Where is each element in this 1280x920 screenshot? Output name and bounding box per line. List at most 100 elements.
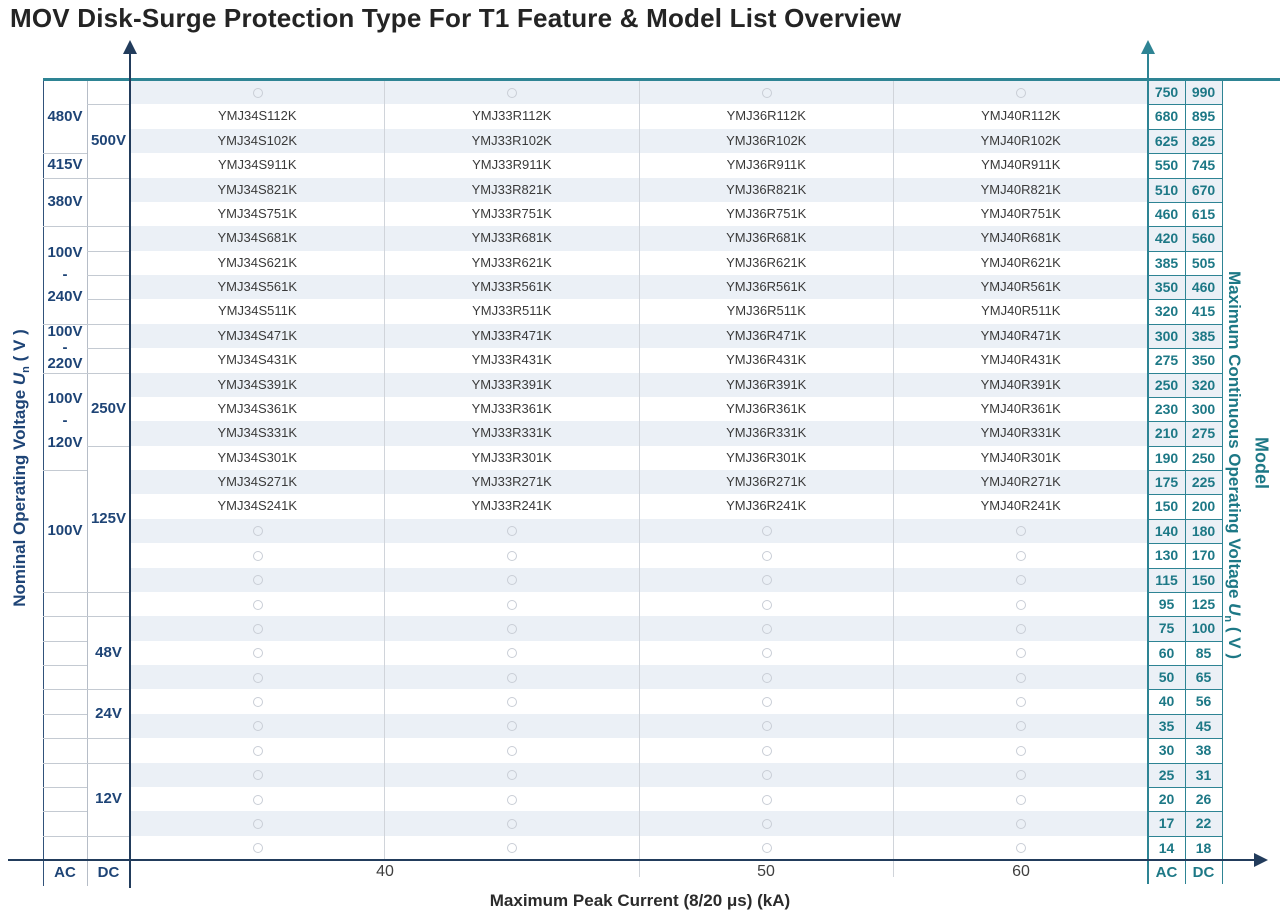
nominal-ac-cell-text: 100V [47, 323, 83, 341]
model-cell: YMJ40R911K [981, 157, 1061, 173]
empty-circle-icon [1016, 770, 1027, 781]
nominal-ac-cell: 100V -220V [43, 324, 87, 373]
model-cell: YMJ33R271K [471, 474, 552, 489]
mcov-dc-cell: 150 [1191, 571, 1216, 588]
nominal-ac-cell-text: 240V [47, 288, 83, 305]
mcov-ac-cell: 14 [1158, 839, 1175, 856]
mcov-dc-cell: 170 [1191, 547, 1216, 564]
nominal-cell-divider [87, 250, 130, 252]
nominal-cell-divider [43, 616, 87, 618]
model-cell: YMJ33R361K [471, 400, 552, 416]
nominal-cell-divider [87, 323, 130, 325]
model-cell: YMJ34S112K [217, 108, 297, 124]
mcov-acdc-divider [1185, 80, 1186, 884]
empty-circle-icon [761, 599, 772, 610]
empty-circle-icon [1016, 672, 1027, 683]
nominal-dc-cell: 125V [87, 446, 130, 592]
mcov-ac-cell: 130 [1154, 547, 1179, 564]
mcov-ac-cell: 75 [1158, 620, 1175, 637]
model-cell: YMJ36R241K [726, 498, 807, 514]
model-cell: YMJ40R102K [980, 132, 1061, 148]
model-cell: YMJ40R361K [980, 400, 1061, 416]
model-cell: YMJ34S431K [217, 352, 298, 368]
mcov-ac-cell: 140 [1154, 522, 1179, 539]
empty-circle-icon [507, 550, 518, 561]
model-cell: YMJ36R471K [726, 327, 807, 343]
nominal-cell-divider [43, 762, 87, 764]
left-axis-title-prefix: Nominal Operating Voltage [9, 385, 29, 607]
model-cell: YMJ34S511K [217, 303, 297, 319]
empty-circle-icon [507, 672, 518, 683]
model-cell: YMJ36R331K [726, 425, 807, 441]
empty-circle-icon [761, 648, 772, 659]
row-shade-band [130, 421, 1222, 446]
bottom-right-ac-label: AC [1155, 864, 1178, 881]
empty-circle-icon [1016, 550, 1027, 561]
nominal-dc-cell: 48V [87, 616, 130, 689]
row-shade-band [130, 226, 1222, 251]
nominal-dc-cell-text: 12V [95, 790, 122, 808]
nominal-ac-cell: 480V [43, 80, 87, 153]
model-cell: YMJ36R511K [726, 303, 806, 319]
mcov-dc-cell: 100 [1191, 620, 1216, 637]
model-axis-title: Model [1251, 437, 1272, 489]
empty-circle-icon [1016, 721, 1027, 732]
row-shade-band [130, 518, 1222, 544]
model-cell: YMJ34S331K [217, 425, 298, 441]
model-cell: YMJ36R271K [726, 474, 807, 489]
mcov-ac-cell: 510 [1154, 181, 1179, 198]
nominal-ac-cell: 100V - 240V [43, 226, 87, 324]
model-cell: YMJ40R621K [980, 254, 1061, 270]
mcov-dc-cell: 415 [1191, 303, 1216, 320]
empty-circle-icon [252, 526, 263, 537]
model-cell: YMJ34S911K [217, 157, 297, 173]
mcov-dc-cell: 460 [1191, 279, 1216, 295]
mcov-ac-cell: 275 [1154, 352, 1179, 369]
x-tick-50: 50 [757, 863, 775, 880]
mcov-dc-cell: 320 [1191, 376, 1216, 393]
empty-circle-icon [507, 575, 518, 586]
mcov-ac-cell: 320 [1154, 303, 1179, 320]
model-cell: YMJ36R911K [726, 157, 806, 173]
nominal-dc-cell: 24V [87, 689, 130, 738]
mcov-dc-cell: 22 [1195, 815, 1212, 832]
nominal-cell-divider [87, 445, 130, 447]
empty-circle-icon [761, 550, 772, 561]
right-table-border [1221, 80, 1223, 884]
empty-circle-icon [1016, 745, 1027, 756]
empty-circle-icon [252, 721, 263, 732]
nominal-cell-divider [43, 640, 87, 642]
mcov-ac-cell: 350 [1154, 279, 1179, 295]
left-axis-u-symbol: U [9, 372, 29, 386]
model-column-divider [893, 80, 894, 877]
mcov-dc-cell: 45 [1195, 717, 1212, 734]
mcov-dc-cell: 745 [1191, 157, 1216, 174]
mcov-dc-cell: 65 [1195, 669, 1212, 685]
mcov-ac-cell: 30 [1158, 742, 1175, 759]
nominal-cell-divider [87, 689, 130, 691]
empty-circle-icon [252, 648, 263, 659]
mcov-ac-cell: 230 [1154, 400, 1179, 417]
model-cell: YMJ33R561K [471, 279, 552, 294]
empty-circle-icon [507, 599, 518, 610]
model-cell: YMJ40R751K [980, 205, 1061, 221]
model-cell: YMJ33R471K [471, 327, 552, 343]
row-shade-band [130, 470, 1222, 495]
empty-circle-icon [252, 770, 263, 781]
mcov-dc-cell: 31 [1195, 766, 1212, 783]
model-cell: YMJ33R751K [471, 205, 552, 221]
mcov-dc-cell: 505 [1191, 254, 1216, 271]
empty-circle-icon [252, 843, 263, 854]
nominal-cell-divider [87, 738, 130, 740]
nominal-cell-divider [87, 299, 130, 301]
nominal-cell-divider [43, 591, 87, 593]
model-cell: YMJ36R751K [726, 205, 807, 221]
nominal-dc-cell-text: 250V [90, 400, 127, 418]
empty-circle-icon [252, 745, 263, 756]
nominal-ac-cell-text: 380V [47, 192, 83, 210]
nominal-cell-divider [43, 177, 87, 179]
model-cell: YMJ34S391K [217, 376, 298, 392]
mcov-ac-cell: 40 [1158, 693, 1175, 710]
mcov-ac-cell: 250 [1154, 376, 1179, 393]
nominal-cell-divider [87, 177, 130, 179]
